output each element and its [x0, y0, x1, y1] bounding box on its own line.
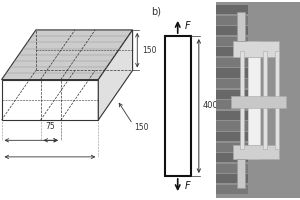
Text: b): b)	[151, 6, 161, 16]
Bar	[216, 153, 248, 162]
Text: 400: 400	[203, 102, 218, 110]
Bar	[216, 58, 248, 67]
Bar	[216, 68, 248, 78]
Bar	[216, 164, 248, 173]
Bar	[216, 132, 248, 141]
Bar	[216, 174, 248, 183]
Polygon shape	[98, 30, 133, 120]
Bar	[233, 145, 279, 159]
Bar	[216, 111, 248, 120]
Bar	[216, 47, 248, 56]
Bar	[164, 36, 191, 176]
Bar	[216, 143, 248, 152]
Bar	[216, 100, 248, 109]
Bar	[248, 41, 260, 159]
Text: F: F	[184, 181, 190, 191]
Bar	[237, 159, 245, 188]
Bar	[216, 26, 248, 35]
Bar	[216, 5, 248, 14]
Bar	[263, 51, 267, 149]
Text: F: F	[184, 21, 190, 31]
Bar	[216, 185, 248, 194]
Text: 75: 75	[46, 122, 56, 131]
Bar	[275, 51, 279, 149]
Bar	[237, 12, 245, 41]
Polygon shape	[2, 30, 133, 80]
Bar	[216, 90, 248, 99]
Bar	[216, 16, 248, 25]
Text: 150: 150	[134, 123, 149, 132]
Bar	[233, 41, 279, 57]
Bar	[239, 51, 244, 149]
Bar	[231, 96, 286, 108]
Bar	[216, 121, 248, 131]
Bar	[216, 79, 248, 88]
Text: 150: 150	[142, 46, 157, 55]
Bar	[216, 37, 248, 46]
